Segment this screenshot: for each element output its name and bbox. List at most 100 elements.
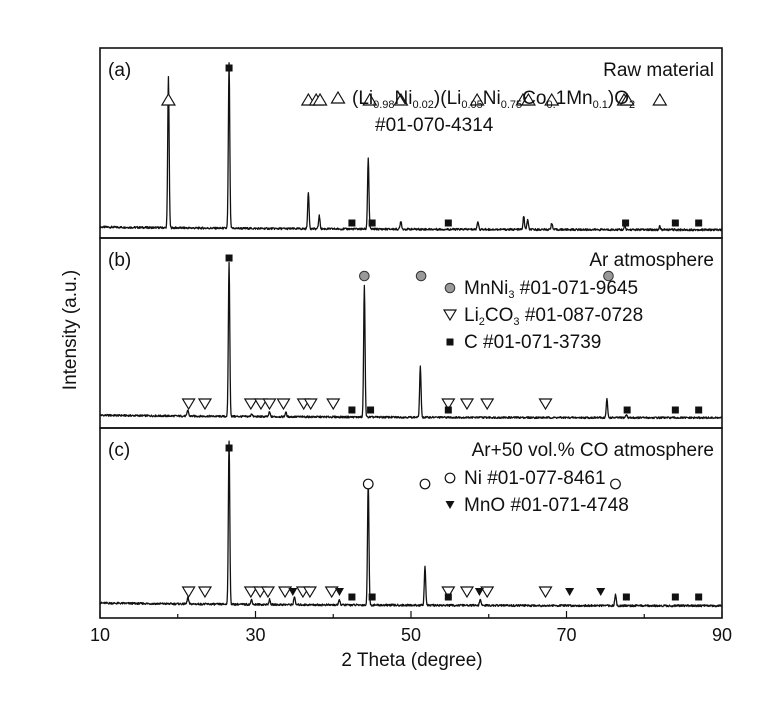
marker-triangle-down-open-2-12 — [538, 586, 553, 599]
marker-triangle-up-open-0-9 — [544, 92, 560, 106]
panel-tag-1: (b) — [108, 250, 131, 271]
legend-text-part: #01-087-0728 — [520, 305, 644, 326]
legend-text-part: 3 — [508, 289, 514, 301]
marker-triangle-down-filled-2-4 — [596, 588, 606, 596]
marker-circle-open-2-0 — [362, 478, 374, 490]
marker-triangle-down-open-1-1 — [197, 398, 213, 411]
marker-square-filled-1-4 — [623, 406, 631, 414]
legend-text-1-1: Li2CO3 #01-087-0728 — [464, 305, 643, 328]
x-tick-label-1: 30 — [245, 625, 265, 645]
marker-triangle-down-open-1-7 — [303, 398, 318, 411]
marker-triangle-down-open-2-5 — [277, 586, 293, 599]
marker-triangle-down-open-2-2 — [243, 586, 258, 599]
legend-text-part: 0.05 — [461, 99, 482, 111]
legend-text-part: Ni — [395, 88, 413, 109]
marker-triangle-up-open-0-5 — [393, 92, 409, 106]
marker-triangle-down-open-1-10 — [459, 398, 475, 411]
x-tick-label-3: 70 — [556, 625, 576, 645]
marker-square-filled-2-1 — [348, 593, 356, 601]
marker-square-filled-2-6 — [695, 593, 703, 601]
marker-triangle-up-open-0-3 — [312, 92, 328, 106]
marker-circle-gray-1-0 — [359, 270, 370, 282]
legend-text-part: )O — [608, 88, 629, 109]
marker-square-filled-1-1 — [348, 406, 356, 414]
marker-triangle-down-open-1-2 — [243, 398, 258, 411]
marker-triangle-down-filled-2-1 — [334, 588, 344, 596]
diffraction-traces — [99, 62, 723, 608]
legend-text-part: Co — [522, 88, 546, 109]
marker-square-filled-0-5 — [671, 219, 679, 227]
legend-text-part: )(Li — [434, 88, 461, 109]
marker-triangle-down-open-2-4 — [260, 586, 275, 599]
legend-text-part: CO — [485, 305, 514, 326]
marker-square-filled-1-2 — [367, 406, 375, 414]
y-axis-label: Intensity (a.u.) — [60, 270, 81, 390]
marker-square-filled-0-0 — [225, 64, 233, 72]
legend-text-part: Li — [464, 305, 479, 326]
legend-text-part: 1Mn — [556, 88, 593, 109]
marker-circle-open-2-1 — [419, 478, 431, 490]
legend-text-0-1: #01-070-4314 — [375, 115, 494, 136]
legend-text-part: #01-070-4314 — [375, 115, 494, 136]
legend-text-part: MnNi — [464, 278, 508, 299]
marker-triangle-down-filled-2-3 — [565, 588, 575, 596]
legend-text-2-0: Ni #01-077-8461 — [464, 468, 606, 489]
marker-square-filled-2-5 — [671, 593, 679, 601]
marker-triangle-down-filled-2-2 — [474, 588, 484, 596]
legend-text-part: Ni #01-077-8461 — [464, 468, 606, 489]
marker-triangle-down-open-1-9 — [441, 398, 456, 411]
legend-text-part: 3 — [513, 316, 519, 328]
marker-square-filled-0-3 — [444, 219, 452, 227]
legend-text-part: #01-071-9645 — [514, 278, 638, 299]
legend-marker-2-0 — [444, 472, 456, 484]
marker-square-filled-0-2 — [368, 219, 376, 227]
panel-title-0: Raw material — [603, 60, 714, 81]
marker-triangle-down-open-2-7 — [302, 586, 317, 599]
marker-triangle-down-filled-2-0 — [288, 588, 298, 596]
marker-triangle-down-open-1-3 — [253, 398, 269, 411]
legend-text-1-0: MnNi3 #01-071-9645 — [464, 278, 638, 301]
legend-text-1-2: C #01-071-3739 — [464, 332, 601, 353]
marker-triangle-up-open-0-4 — [362, 92, 378, 106]
marker-square-filled-0-1 — [348, 219, 356, 227]
marker-triangle-down-open-2-1 — [197, 586, 213, 599]
marker-triangle-up-open-0-6 — [469, 92, 485, 106]
x-axis: 10 30 50 70 90 — [90, 611, 732, 645]
marker-triangle-down-open-2-8 — [324, 586, 339, 599]
legend-text-part: 0.1 — [593, 99, 608, 111]
x-tick-label-0: 10 — [90, 625, 110, 645]
marker-triangle-down-open-1-4 — [262, 398, 277, 411]
legend-marker-1-0 — [444, 282, 456, 294]
marker-triangle-down-open-2-9 — [441, 586, 456, 599]
panel-title-1: Ar atmosphere — [589, 250, 714, 271]
trace-2 — [99, 440, 723, 608]
marker-square-filled-1-0 — [225, 254, 233, 262]
trace-0 — [99, 62, 723, 232]
marker-triangle-down-open-1-0 — [181, 398, 196, 411]
legend-text-part: 0.75 — [501, 99, 522, 111]
marker-square-filled-0-6 — [695, 219, 703, 227]
x-tick-label-2: 50 — [401, 625, 421, 645]
x-tick-label-4: 90 — [712, 625, 732, 645]
marker-square-filled-1-6 — [695, 406, 703, 414]
legend-text-part: MnO #01-071-4748 — [464, 495, 629, 516]
legend-text-part: 2 — [479, 316, 485, 328]
marker-triangle-down-open-2-11 — [480, 586, 495, 599]
marker-circle-open-2-2 — [610, 478, 621, 490]
legend-text-part: 0. — [546, 99, 555, 111]
panel-title-2: Ar+50 vol.% CO atmosphere — [472, 440, 714, 461]
phase-markers — [160, 64, 703, 601]
marker-triangle-down-open-2-10 — [459, 586, 475, 599]
x-axis-label: 2 Theta (degree) — [341, 650, 482, 671]
marker-circle-gray-1-2 — [603, 270, 614, 282]
panel-tag-0: (a) — [108, 60, 131, 81]
marker-triangle-down-open-1-12 — [538, 398, 553, 411]
marker-square-filled-2-4 — [622, 593, 630, 601]
marker-square-filled-2-3 — [444, 593, 452, 601]
marker-triangle-down-open-1-5 — [276, 398, 291, 411]
legend-marker-0-0 — [330, 90, 346, 104]
legend-text-part: 0.02 — [413, 99, 434, 111]
panel-tag-2: (c) — [108, 440, 130, 461]
marker-square-filled-2-0 — [225, 444, 233, 452]
